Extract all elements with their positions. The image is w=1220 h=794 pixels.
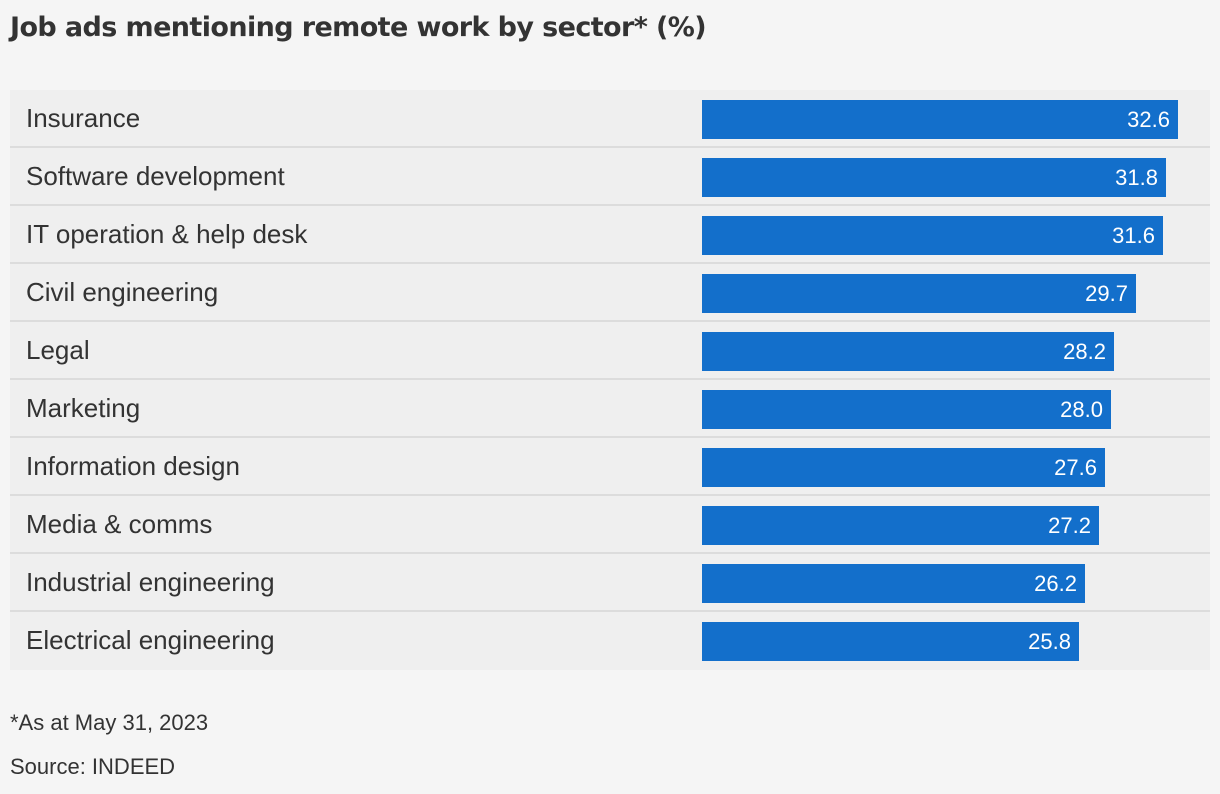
chart-row: IT operation & help desk 31.6 [10, 206, 1210, 264]
bar: 29.7 [702, 274, 1136, 313]
chart-row: Software development 31.8 [10, 148, 1210, 206]
bar-value-label: 28.2 [1063, 339, 1106, 364]
bar: 31.6 [702, 216, 1163, 255]
chart-row: Insurance 32.6 [10, 90, 1210, 148]
bar: 26.2 [702, 564, 1085, 603]
bar-value-label: 25.8 [1028, 629, 1071, 654]
category-label: Marketing [26, 393, 141, 423]
bar-value-label: 31.8 [1115, 165, 1158, 190]
chart-row: Legal 28.2 [10, 322, 1210, 380]
bar: 32.6 [702, 100, 1178, 139]
bar-value-label: 28.0 [1060, 397, 1103, 422]
bar: 25.8 [702, 622, 1079, 661]
bar-chart: Insurance 32.6 Software development 31.8 IT … [10, 90, 1210, 670]
category-label: Media & comms [26, 509, 213, 539]
chart-title: Job ads mentioning remote work by sector… [10, 12, 707, 43]
category-label: Industrial engineering [26, 567, 275, 597]
category-label: Civil engineering [26, 277, 219, 307]
bar: 28.2 [702, 332, 1114, 371]
bar-value-label: 27.6 [1054, 455, 1097, 480]
chart-row: Information design 27.6 [10, 438, 1210, 496]
chart-row: Electrical engineering 25.8 [10, 612, 1210, 670]
chart-row: Media & comms 27.2 [10, 496, 1210, 554]
category-label: IT operation & help desk [26, 219, 308, 249]
bar-value-label: 26.2 [1034, 571, 1077, 596]
chart-row: Marketing 28.0 [10, 380, 1210, 438]
bar: 28.0 [702, 390, 1111, 429]
bar-value-label: 27.2 [1048, 513, 1091, 538]
source-note: Source: INDEED [10, 754, 176, 779]
category-label: Legal [26, 335, 90, 365]
bar: 27.6 [702, 448, 1105, 487]
category-label: Information design [26, 451, 240, 481]
bar-value-label: 29.7 [1085, 281, 1128, 306]
bar-value-label: 31.6 [1112, 223, 1155, 248]
chart-row: Industrial engineering 26.2 [10, 554, 1210, 612]
category-label: Software development [26, 161, 285, 191]
category-label: Electrical engineering [26, 625, 275, 655]
chart-row: Civil engineering 29.7 [10, 264, 1210, 322]
footnote: *As at May 31, 2023 [10, 710, 209, 735]
bar: 27.2 [702, 506, 1099, 545]
bar: 31.8 [702, 158, 1166, 197]
bar-value-label: 32.6 [1127, 107, 1170, 132]
category-label: Insurance [26, 103, 141, 133]
